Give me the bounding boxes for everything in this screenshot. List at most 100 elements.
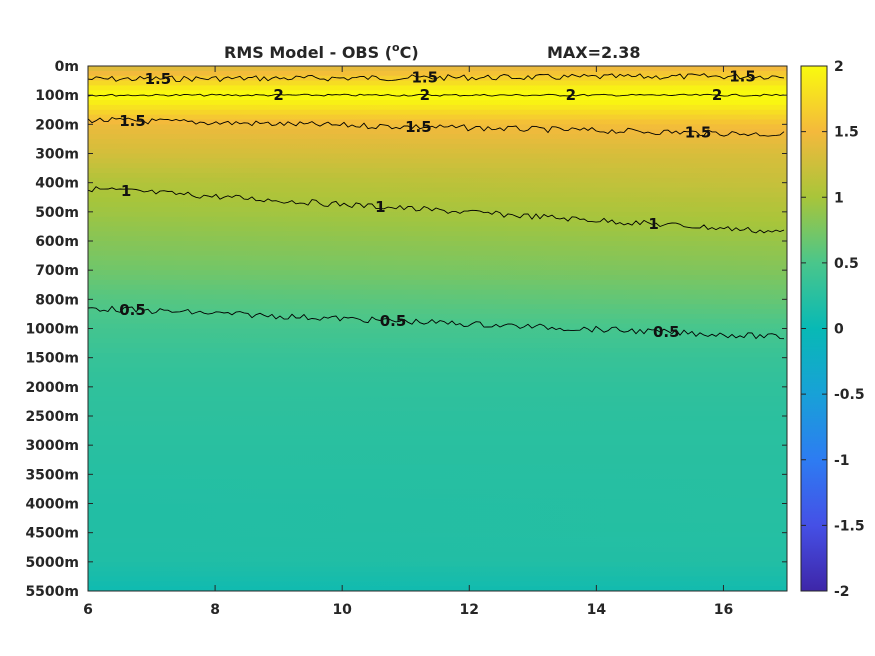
heatmap-band — [88, 362, 787, 368]
colorbar-tick-label: 1.5 — [834, 125, 859, 141]
heatmap-band — [88, 537, 787, 543]
heatmap-band — [88, 70, 787, 77]
heatmap-band — [88, 352, 787, 359]
heatmap-band — [88, 518, 787, 524]
heatmap-band — [88, 416, 787, 422]
heatmap-band — [88, 357, 787, 364]
heatmap-band — [88, 255, 787, 262]
contour-line — [88, 186, 785, 234]
heatmap-band — [88, 226, 787, 232]
heatmap-band — [88, 318, 787, 325]
heatmap-band — [88, 158, 787, 164]
heatmap-band — [88, 279, 787, 286]
heatmap-band — [88, 532, 787, 539]
heatmap-band — [88, 275, 787, 281]
heatmap-band — [88, 527, 787, 534]
heatmap-band — [88, 197, 787, 203]
contour-label: 0.5 — [653, 323, 680, 341]
heatmap-band — [88, 474, 787, 480]
colorbar-tick-label: -2 — [834, 584, 850, 600]
heatmap-band — [88, 411, 787, 417]
heatmap-band — [88, 425, 787, 432]
heatmap-band — [88, 95, 787, 101]
x-axis-ticks: 6 8 10 12 14 16 — [83, 66, 733, 618]
heatmap-band — [88, 479, 787, 485]
y-axis-depth-labels: 0m 100m 200m 300m 400m 500m 600m 700m 800m 1000m 1… — [25, 59, 787, 600]
y-tick-label: 600m — [35, 234, 79, 250]
colorbar-tick-label: -0.5 — [834, 387, 865, 403]
y-tick-label: 700m — [35, 263, 79, 279]
y-tick-label: 1000m — [25, 322, 79, 338]
y-tick-label: 200m — [35, 117, 79, 133]
heatmap-field — [88, 66, 787, 591]
y-tick-label: 400m — [35, 176, 79, 192]
heatmap-band — [88, 177, 787, 184]
contour-line — [88, 305, 785, 340]
heatmap-band — [88, 343, 787, 349]
colorbar-tick-label: 1 — [834, 190, 844, 206]
heatmap-band — [88, 66, 787, 72]
contour-label: 1.5 — [145, 70, 172, 88]
heatmap-band — [88, 265, 787, 271]
heatmap-band — [88, 90, 787, 96]
contour-label: 1 — [375, 198, 385, 216]
heatmap-band — [88, 289, 787, 296]
heatmap-band — [88, 294, 787, 300]
heatmap-band — [88, 454, 787, 461]
y-tick-label: 300m — [35, 147, 79, 163]
heatmap-band — [88, 241, 787, 247]
contour-label: 0.5 — [119, 301, 146, 319]
contour-label: 1.5 — [119, 112, 146, 130]
heatmap-band — [88, 245, 787, 252]
heatmap-band — [88, 566, 787, 573]
y-tick-label: 3000m — [25, 438, 79, 454]
chart-title: RMS Model - OBS (oC) — [224, 41, 419, 62]
y-tick-label: 100m — [35, 88, 79, 104]
x-tick-label: 8 — [210, 602, 220, 618]
heatmap-band — [88, 309, 787, 315]
y-tick-label: 2000m — [25, 380, 79, 396]
contour-label: 1.5 — [412, 69, 439, 87]
heatmap-band — [88, 202, 787, 208]
heatmap-band — [88, 430, 787, 437]
y-tick-label: 5000m — [25, 555, 79, 571]
heatmap-band — [88, 323, 787, 330]
chart-title-group: RMS Model - OBS (oC) MAX=2.38 — [224, 41, 641, 62]
heatmap-band — [88, 134, 787, 140]
heatmap-band — [88, 129, 787, 135]
heatmap-band — [88, 250, 787, 257]
heatmap-band — [88, 367, 787, 373]
heatmap-band — [88, 304, 787, 310]
heatmap-band — [88, 401, 787, 407]
max-label: MAX=2.38 — [547, 43, 641, 62]
colorbar-tick-label: 2 — [834, 59, 844, 75]
heatmap-band — [88, 522, 787, 529]
heatmap-band — [88, 391, 787, 398]
heatmap-band — [88, 561, 787, 568]
heatmap-band — [88, 236, 787, 242]
heatmap-band — [88, 508, 787, 514]
colorbar-ticks: 2 1.5 1 0.5 0 -0.5 -1 -1.5 -2 — [801, 59, 865, 600]
heatmap-band — [88, 328, 787, 334]
heatmap-band — [88, 104, 787, 111]
heatmap-band — [88, 493, 787, 500]
heatmap-band — [88, 100, 787, 106]
colorbar-tick-label: 0 — [834, 322, 844, 338]
heatmap-band — [88, 192, 787, 198]
heatmap-band — [88, 338, 787, 344]
contour-line — [88, 73, 785, 83]
colorbar-tick-label: -1 — [834, 453, 850, 469]
contour-line — [88, 116, 785, 137]
heatmap-band — [88, 498, 787, 505]
contour-label: 2 — [712, 86, 722, 104]
heatmap-band — [88, 270, 787, 276]
heatmap-band — [88, 381, 787, 388]
heatmap-band — [88, 406, 787, 412]
contour-label: 1.5 — [405, 118, 432, 136]
heatmap-band — [88, 450, 787, 456]
heatmap-band — [88, 459, 787, 466]
heatmap-band — [88, 488, 787, 495]
contour-label: 0.5 — [380, 312, 407, 330]
contour-label: 1 — [648, 215, 658, 233]
